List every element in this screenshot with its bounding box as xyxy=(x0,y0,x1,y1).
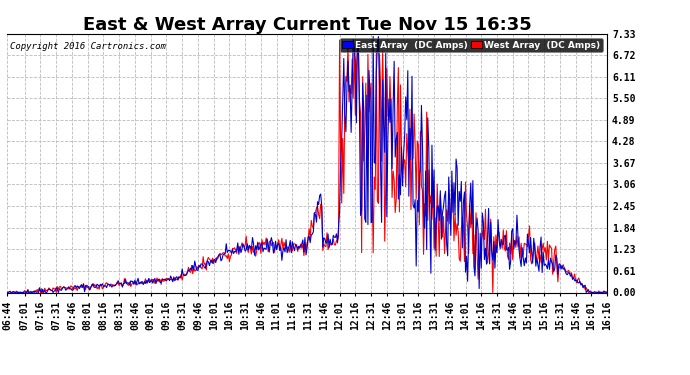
Title: East & West Array Current Tue Nov 15 16:35: East & West Array Current Tue Nov 15 16:… xyxy=(83,16,531,34)
Text: Copyright 2016 Cartronics.com: Copyright 2016 Cartronics.com xyxy=(10,42,166,51)
Legend: East Array  (DC Amps), West Array  (DC Amps): East Array (DC Amps), West Array (DC Amp… xyxy=(339,38,602,52)
